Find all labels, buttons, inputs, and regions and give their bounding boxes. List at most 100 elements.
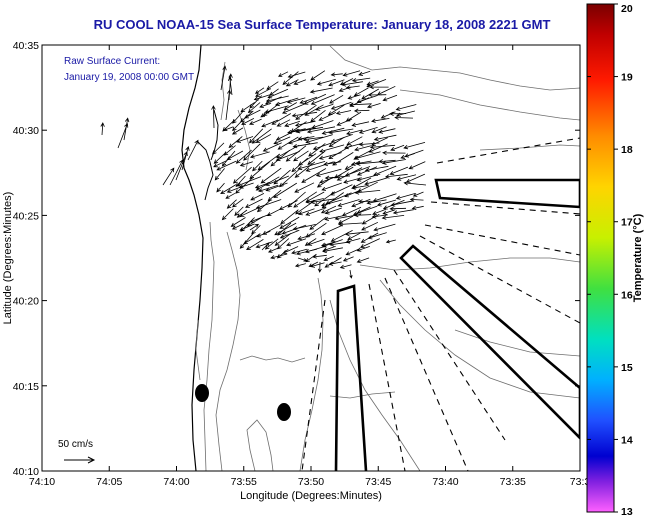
- current-vector: [292, 224, 316, 231]
- current-vector: [348, 102, 372, 107]
- current-vector: [361, 221, 379, 231]
- current-vector: [389, 206, 407, 211]
- current-vector: [338, 222, 363, 227]
- current-vector: [297, 161, 326, 171]
- current-vector: [216, 160, 237, 171]
- current-vector: [230, 217, 246, 227]
- current-vector: [187, 139, 199, 161]
- current-vector: [274, 232, 292, 246]
- current-vector: [354, 145, 372, 152]
- current-vector: [403, 142, 426, 150]
- inlet-shoreline: [197, 141, 214, 201]
- current-vector: [378, 159, 396, 164]
- current-vector: [356, 173, 381, 182]
- current-vector: [297, 257, 308, 262]
- current-vector: [361, 213, 380, 225]
- current-vector: [270, 149, 290, 167]
- current-vector: [384, 173, 408, 179]
- current-vector: [293, 79, 307, 85]
- current-vector: [310, 94, 335, 105]
- current-vector: [309, 87, 333, 94]
- current-vector: [318, 112, 336, 121]
- current-vector: [306, 126, 336, 134]
- current-vector: [238, 182, 254, 189]
- current-vector: [347, 232, 361, 240]
- current-vector: [316, 78, 336, 86]
- colorbar-tick-label: 18: [621, 144, 633, 156]
- current-vector: [314, 191, 336, 207]
- current-vector: [321, 224, 343, 236]
- current-vector: [234, 206, 244, 217]
- current-vector: [319, 174, 342, 184]
- current-vector: [253, 94, 271, 101]
- current-vector: [366, 199, 387, 205]
- current-vector: [225, 192, 236, 199]
- current-vector: [162, 167, 175, 186]
- current-vector: [319, 144, 345, 153]
- current-vector: [307, 150, 326, 166]
- current-vector: [358, 142, 380, 147]
- current-vector: [356, 246, 370, 252]
- current-vector: [336, 118, 353, 126]
- x-tick-label: 74:05: [96, 476, 122, 488]
- lane-south: [334, 284, 368, 471]
- current-vector: [344, 231, 369, 237]
- current-vector: [315, 103, 334, 111]
- current-vector: [330, 101, 352, 110]
- current-vector: [240, 102, 255, 113]
- overlay-line-1: Raw Surface Current:: [64, 56, 160, 67]
- current-vector: [392, 209, 414, 215]
- colorbar-ticks: 20 19 18 17 16 15 14 13: [587, 3, 633, 518]
- current-vector: [294, 120, 316, 127]
- current-vector: [358, 127, 378, 134]
- current-vector: [232, 111, 243, 124]
- spit-shoreline: [210, 109, 219, 161]
- current-vector: [394, 115, 414, 120]
- current-vector: [249, 151, 270, 159]
- current-vector: [395, 193, 416, 200]
- current-vector: [236, 136, 254, 143]
- current-vector: [250, 193, 265, 201]
- current-vector: [389, 166, 409, 176]
- current-vector: [310, 70, 326, 81]
- current-vector: [228, 136, 243, 148]
- current-vector: [370, 137, 388, 146]
- current-vector: [320, 205, 337, 214]
- current-vector: [364, 165, 389, 172]
- current-vector: [211, 105, 216, 129]
- current-vector: [380, 111, 396, 119]
- current-vector: [280, 209, 299, 225]
- current-vector: [382, 94, 398, 102]
- current-vector: [297, 233, 316, 241]
- current-vector: [404, 149, 424, 158]
- current-vector: [267, 247, 279, 253]
- current-vector: [249, 213, 271, 223]
- current-vector: [223, 126, 234, 131]
- current-vector: [220, 65, 227, 91]
- current-vector: [239, 223, 255, 231]
- current-vector: [292, 142, 318, 149]
- current-vector: [364, 177, 389, 186]
- current-vector: [226, 199, 237, 209]
- current-vector: [245, 198, 263, 208]
- lane-east: [434, 178, 580, 209]
- y-axis-label: Latitude (Degrees:Minutes): [2, 192, 14, 325]
- map-title: RU COOL NOAA-15 Sea Surface Temperature:…: [94, 17, 551, 32]
- current-vector: [346, 136, 363, 146]
- x-tick-label: 73:45: [365, 476, 391, 488]
- current-vector: [305, 222, 327, 238]
- current-vector: [282, 71, 299, 85]
- current-vector: [281, 103, 307, 114]
- current-vector: [378, 128, 396, 134]
- current-vector: [345, 238, 361, 244]
- current-vector: [266, 81, 279, 90]
- current-vector: [412, 191, 424, 197]
- current-vector: [239, 232, 254, 249]
- current-vector: [358, 199, 380, 204]
- current-vector: [321, 127, 345, 135]
- current-vector: [353, 108, 370, 113]
- y-tick-label: 40:10: [13, 466, 39, 478]
- current-vector: [294, 182, 315, 193]
- current-vector: [279, 168, 300, 188]
- current-vector: [328, 79, 345, 87]
